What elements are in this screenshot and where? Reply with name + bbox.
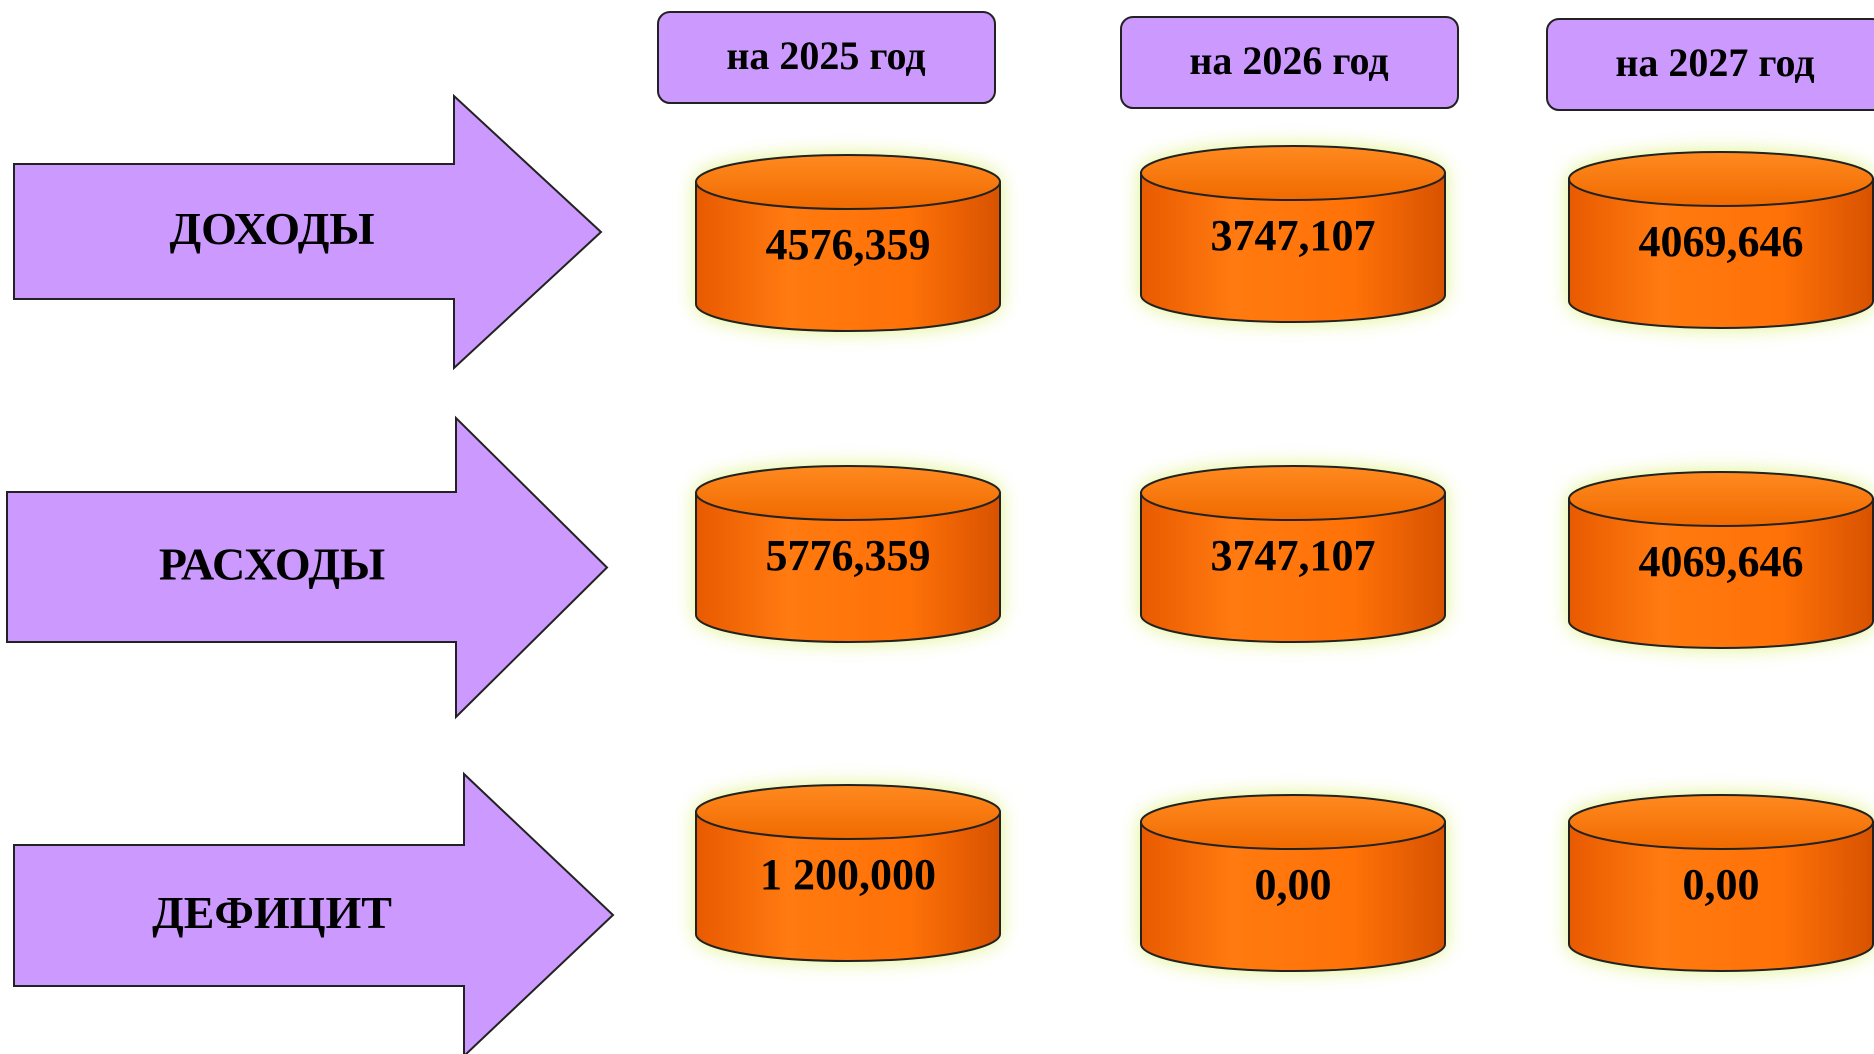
value-cylinder: 0,00 xyxy=(1568,794,1874,972)
row-arrow xyxy=(13,771,615,1054)
cell-value: 3747,107 xyxy=(1211,211,1376,260)
cell-value: 0,00 xyxy=(1683,860,1760,909)
cylinder-body xyxy=(1140,172,1446,323)
cell-value: 1 200,000 xyxy=(760,850,936,899)
value-cylinder: 4069,646 xyxy=(1568,471,1874,649)
cylinder-body xyxy=(1140,821,1446,972)
cell-value: 4069,646 xyxy=(1639,217,1804,266)
year-header-box xyxy=(1120,16,1459,109)
cell-value: 5776,359 xyxy=(766,531,931,580)
cylinder-body xyxy=(695,811,1001,962)
cylinder-body xyxy=(1568,178,1874,329)
value-cylinder: 5776,359 xyxy=(695,465,1001,643)
row-label: РАСХОДЫ xyxy=(159,539,385,590)
cylinder-body xyxy=(695,492,1001,643)
value-cylinder: 0,00 xyxy=(1140,794,1446,972)
row-arrow xyxy=(13,93,603,371)
cylinder-body xyxy=(1140,492,1446,643)
value-cylinder: 4069,646 xyxy=(1568,151,1874,329)
cylinder-top xyxy=(1140,794,1446,850)
row-label: ДОХОДЫ xyxy=(169,203,374,254)
cylinder-top xyxy=(1568,471,1874,527)
row-arrow xyxy=(6,415,609,720)
row-label: ДЕФИЦИТ xyxy=(152,887,392,938)
year-header-box xyxy=(657,11,996,104)
cell-value: 3747,107 xyxy=(1211,531,1376,580)
year-header: на 2027 год xyxy=(1615,40,1814,85)
value-cylinder: 4576,359 xyxy=(695,154,1001,332)
cylinder-top xyxy=(695,465,1001,521)
cylinder-top xyxy=(1568,151,1874,207)
cylinder-top xyxy=(1568,794,1874,850)
cell-value: 4069,646 xyxy=(1639,537,1804,586)
year-header: на 2025 год xyxy=(726,33,925,78)
value-cylinder: 3747,107 xyxy=(1140,145,1446,323)
cylinder-body xyxy=(1568,821,1874,972)
cylinder-top xyxy=(1140,465,1446,521)
year-header-box xyxy=(1546,18,1874,111)
cylinder-top xyxy=(1140,145,1446,201)
year-header: на 2026 год xyxy=(1189,38,1388,83)
value-cylinder: 1 200,000 xyxy=(695,784,1001,962)
value-cylinder: 3747,107 xyxy=(1140,465,1446,643)
cylinder-body xyxy=(695,181,1001,332)
cylinder-body xyxy=(1568,498,1874,649)
cell-value: 0,00 xyxy=(1255,860,1332,909)
cell-value: 4576,359 xyxy=(766,220,931,269)
cylinder-top xyxy=(695,154,1001,210)
cylinder-top xyxy=(695,784,1001,840)
